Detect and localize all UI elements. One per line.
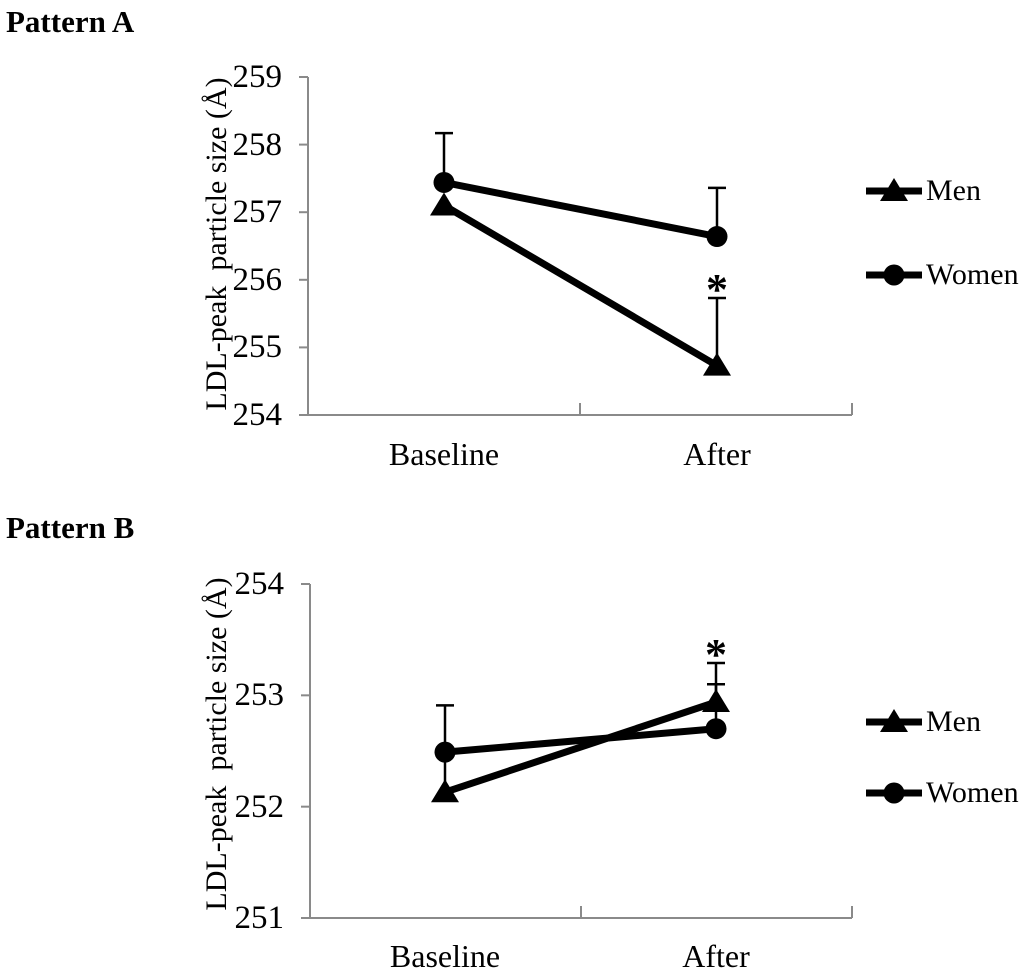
series-line-women [443,179,718,240]
significance-asterisk: * [705,630,727,680]
y-tick-label: 257 [232,194,283,231]
legend-label-women: Women [926,258,1019,291]
marker-men-baseline [431,779,459,803]
series-line-men [443,698,718,796]
y-tick-label: 254 [234,566,285,602]
y-tick-label: 256 [232,261,283,298]
y-tick-label: 255 [232,329,283,366]
legend-marker-men [880,709,908,732]
y-tick-label: 254 [232,397,283,433]
x-category-label: After [683,436,751,472]
marker-men-after [703,352,731,376]
pattern-a-title: Pattern A [6,4,135,39]
marker-men-after [702,689,730,713]
x-category-label: After [682,938,750,974]
y-tick-label: 252 [234,788,285,825]
legend-label-men: Men [926,174,981,207]
y-tick-label: 258 [232,126,283,163]
legend-marker-women [883,264,905,286]
series-line-men [442,202,719,369]
y-axis-title-pattern-a: LDL-peak particle size (Å) [200,77,233,411]
marker-women-after [706,226,728,248]
x-category-label: Baseline [389,938,501,974]
significance-asterisk: * [706,265,728,315]
legend-label-women: Women [926,776,1019,809]
y-tick-label: 251 [234,900,285,936]
legend-label-men: Men [926,705,981,738]
y-tick-label: 253 [234,677,285,714]
marker-women-baseline [434,741,456,763]
y-tick-label: 259 [232,59,283,95]
marker-women-after [705,718,727,740]
legend-marker-women [883,782,905,804]
legend-marker-men [880,178,908,201]
marker-women-baseline [433,171,455,193]
series-line-women [444,725,717,756]
x-category-label: Baseline [388,436,500,472]
marker-men-baseline [430,192,458,216]
pattern-b-title: Pattern B [6,510,135,545]
